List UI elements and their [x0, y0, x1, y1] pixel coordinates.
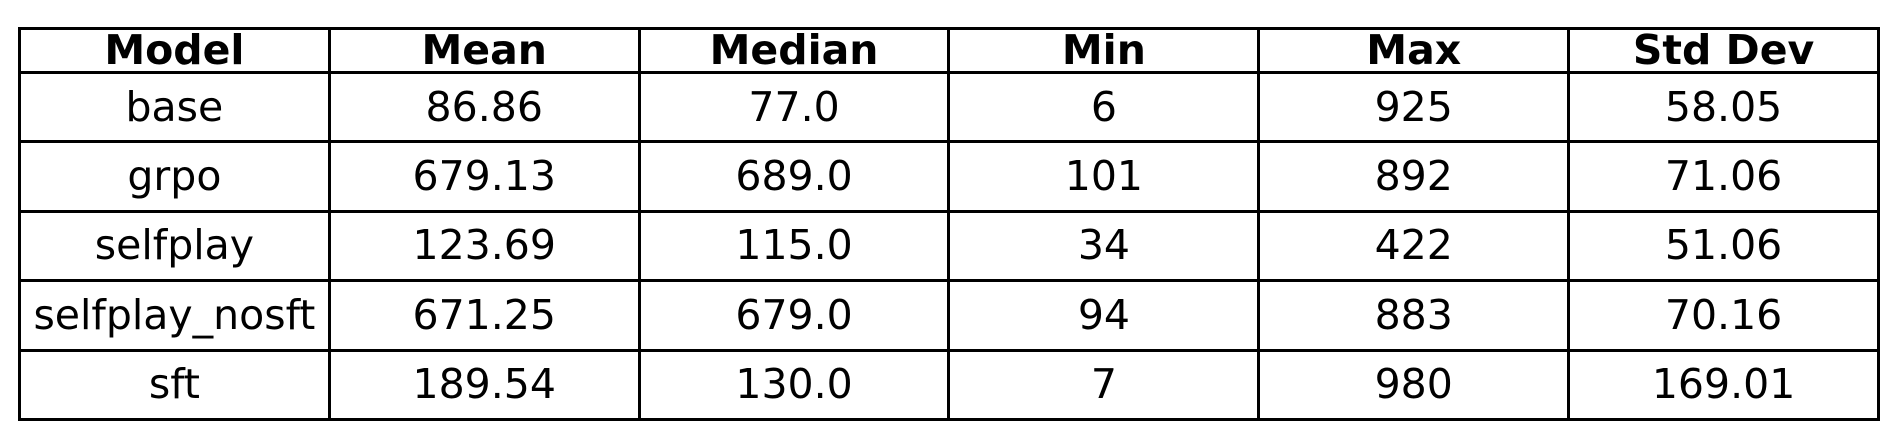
cell-mean: 189.54: [327, 348, 641, 422]
cell-model: grpo: [18, 140, 331, 213]
column-header-min: Min: [947, 27, 1261, 74]
cell-min: 94: [947, 279, 1261, 352]
column-header-std-dev: Std Dev: [1567, 27, 1880, 74]
table-row: sft 189.54 130.0 7 980 169.01: [18, 348, 1880, 422]
column-header-mean: Mean: [327, 27, 641, 74]
cell-std-dev: 71.06: [1567, 140, 1880, 213]
cell-mean: 671.25: [327, 279, 641, 352]
cell-std-dev: 58.05: [1567, 70, 1880, 144]
stats-table: Model Mean Median Min Max Std Dev base 86…: [18, 27, 1880, 422]
cell-max: 883: [1257, 279, 1571, 352]
cell-model: selfplay: [18, 209, 331, 283]
header-row: Model Mean Median Min Max Std Dev: [18, 27, 1880, 74]
cell-model: selfplay_nosft: [18, 279, 331, 352]
column-header-model: Model: [18, 27, 331, 74]
cell-median: 77.0: [637, 70, 951, 144]
cell-model: sft: [18, 348, 331, 422]
cell-std-dev: 51.06: [1567, 209, 1880, 283]
cell-min: 101: [947, 140, 1261, 213]
cell-min: 6: [947, 70, 1261, 144]
column-header-max: Max: [1257, 27, 1571, 74]
cell-median: 689.0: [637, 140, 951, 213]
cell-max: 980: [1257, 348, 1571, 422]
cell-median: 115.0: [637, 209, 951, 283]
table-row: base 86.86 77.0 6 925 58.05: [18, 70, 1880, 144]
cell-std-dev: 70.16: [1567, 279, 1880, 352]
cell-std-dev: 169.01: [1567, 348, 1880, 422]
cell-mean: 123.69: [327, 209, 641, 283]
table-row: selfplay_nosft 671.25 679.0 94 883 70.16: [18, 279, 1880, 352]
cell-mean: 86.86: [327, 70, 641, 144]
cell-mean: 679.13: [327, 140, 641, 213]
cell-max: 892: [1257, 140, 1571, 213]
cell-median: 679.0: [637, 279, 951, 352]
table-row: selfplay 123.69 115.0 34 422 51.06: [18, 209, 1880, 283]
cell-model: base: [18, 70, 331, 144]
column-header-median: Median: [637, 27, 951, 74]
cell-min: 34: [947, 209, 1261, 283]
cell-min: 7: [947, 348, 1261, 422]
cell-max: 422: [1257, 209, 1571, 283]
cell-max: 925: [1257, 70, 1571, 144]
table-body: base 86.86 77.0 6 925 58.05 grpo 679.13 689.0 101…: [18, 70, 1880, 422]
cell-median: 130.0: [637, 348, 951, 422]
table-row: grpo 679.13 689.0 101 892 71.06: [18, 140, 1880, 213]
